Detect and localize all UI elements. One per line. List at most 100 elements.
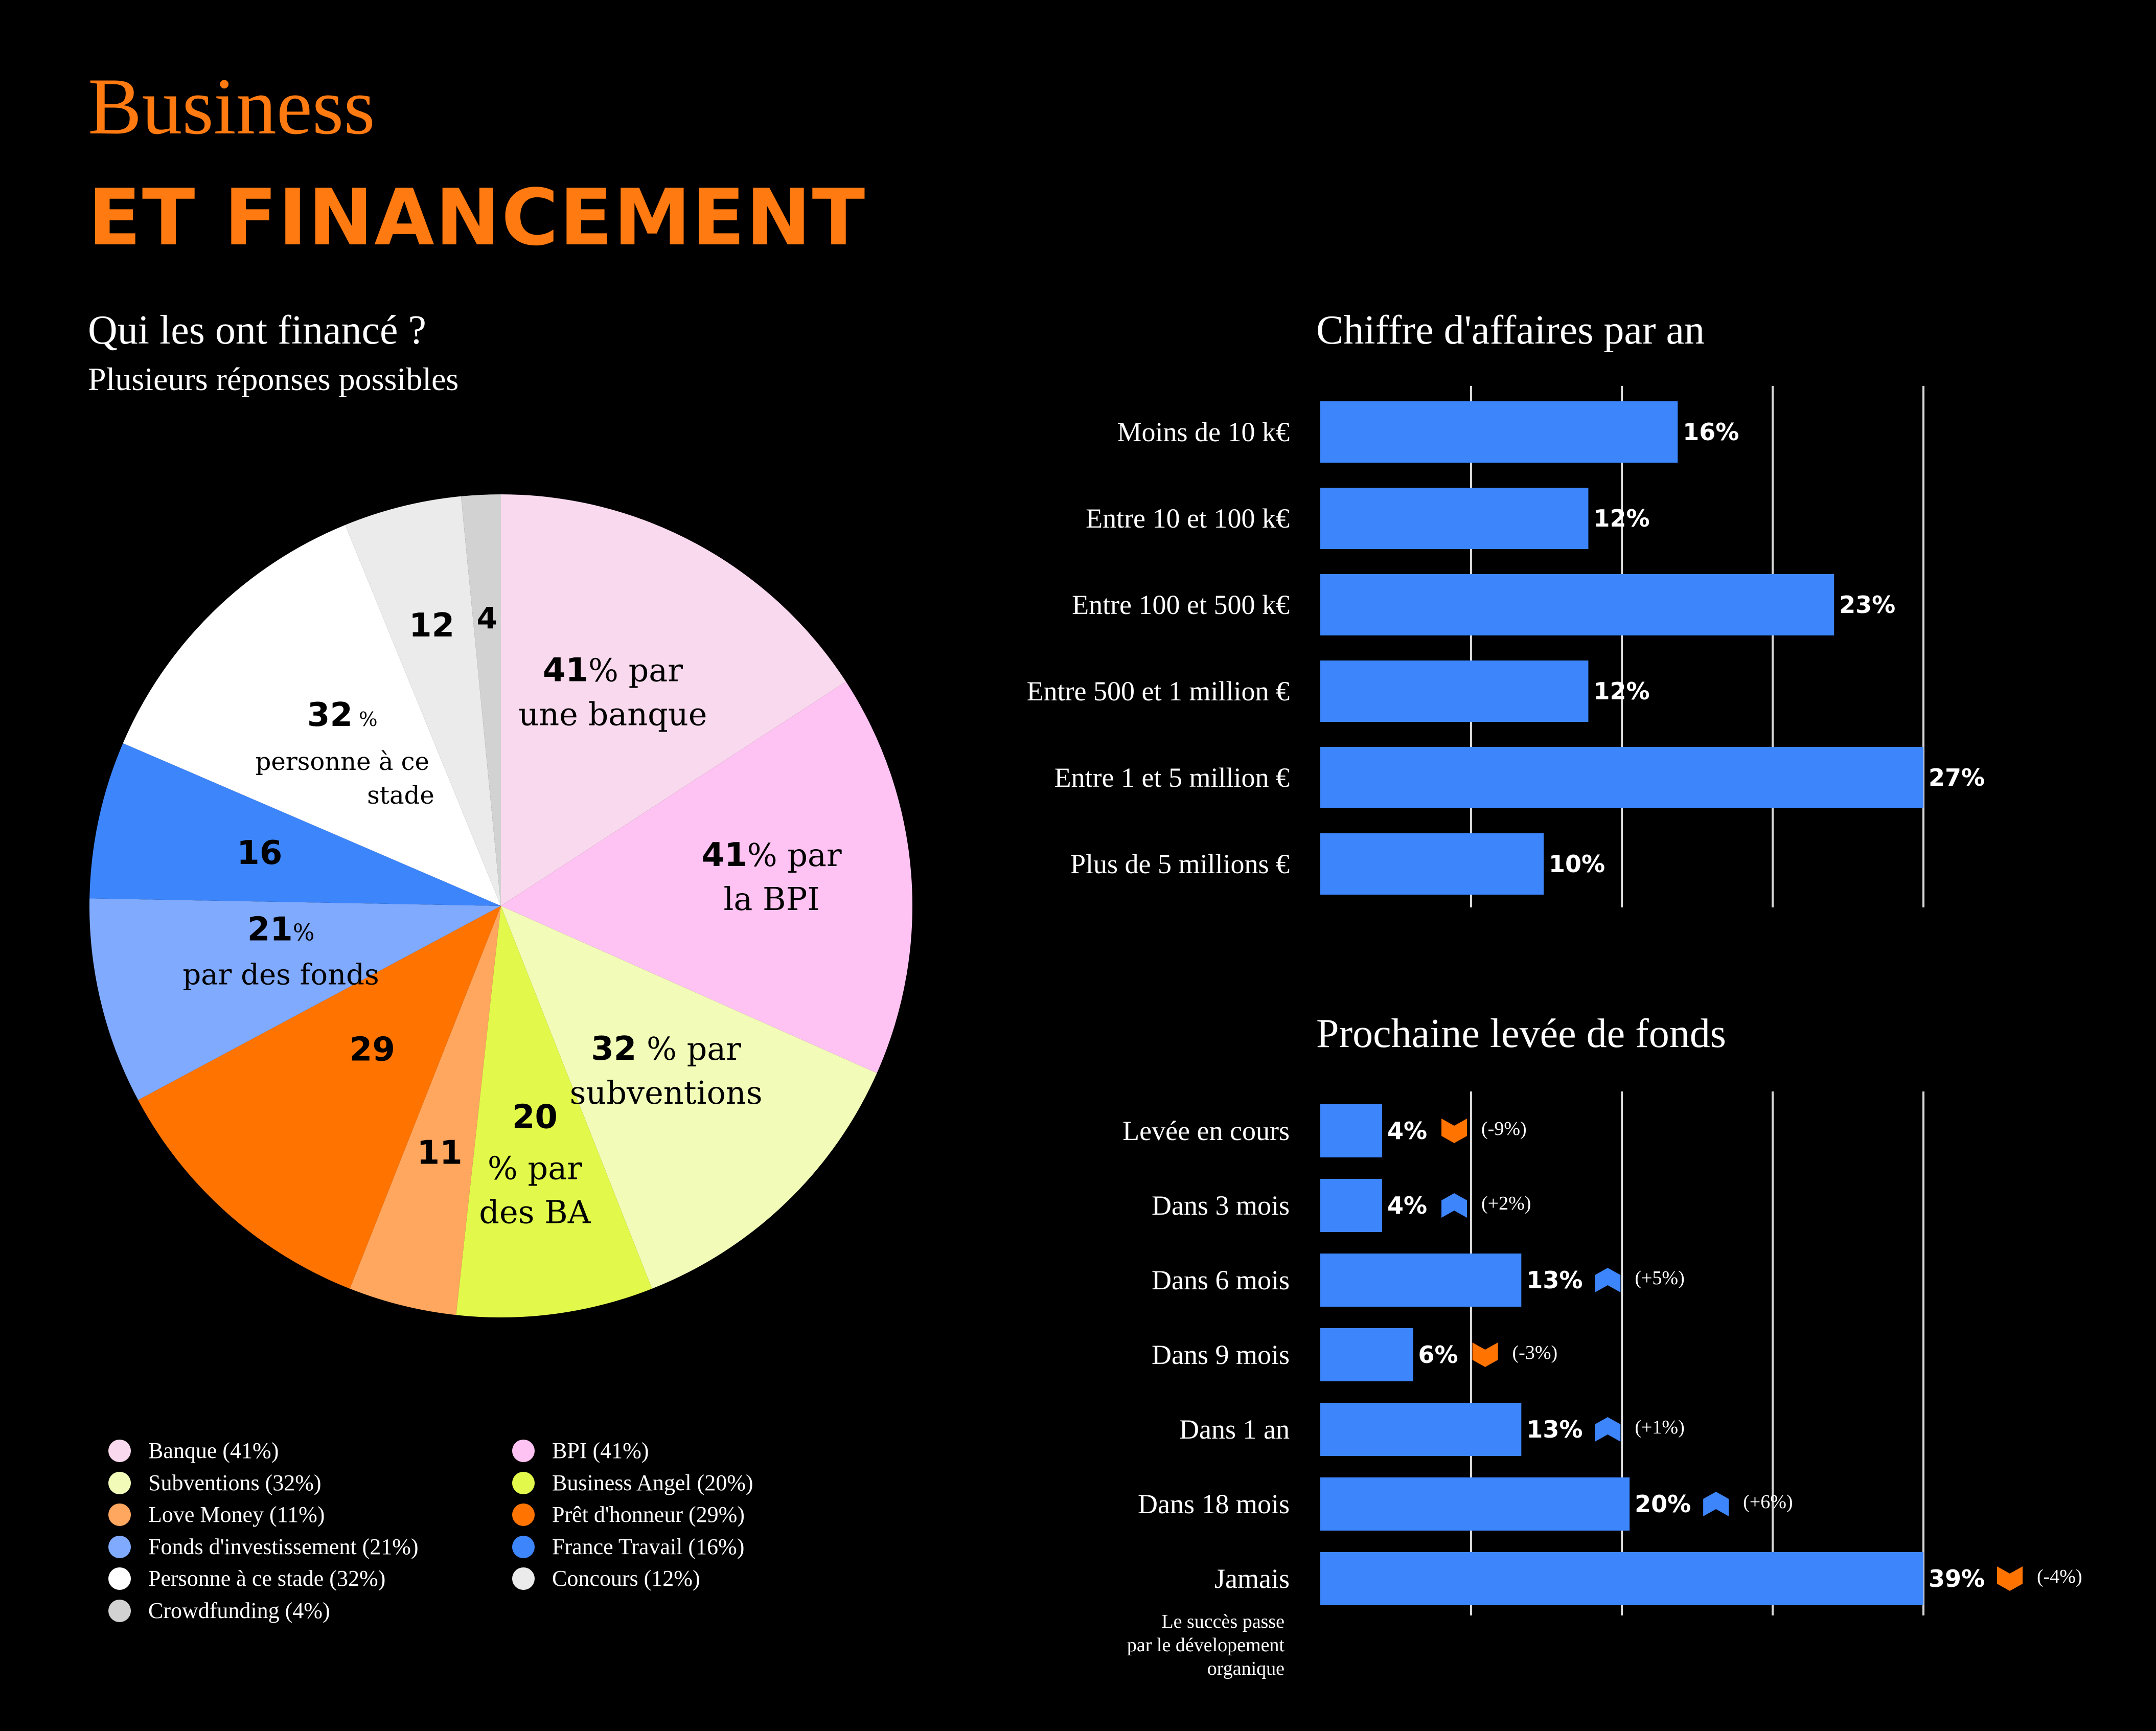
bar-value-label: 39% <box>1929 1565 1985 1592</box>
arrow-down-icon <box>1997 1566 2023 1591</box>
arrow-up-icon <box>1441 1193 1467 1218</box>
pie-slice-concours <box>345 496 501 906</box>
pie-label-2: 32 % par subventions <box>570 1030 763 1111</box>
legend-label: Subventions (32%) <box>148 1470 322 1495</box>
pie-label-6: 21% par des fonds <box>182 911 379 992</box>
change-label: (-4%) <box>2037 1566 2082 1587</box>
category-label: Dans 18 mois <box>1138 1489 1290 1519</box>
pie-slice-text: stade <box>367 781 434 810</box>
change-label: (+5%) <box>1635 1267 1684 1289</box>
bar <box>1320 1104 1383 1157</box>
pie-slice-personne-ce-stade <box>123 525 501 906</box>
pie-slice-bpi <box>501 681 913 1074</box>
category-label: Jamais <box>1214 1563 1290 1594</box>
change-label: (-3%) <box>1512 1342 1558 1363</box>
arrow-up-icon <box>1595 1268 1621 1292</box>
pie-slice-subventions <box>501 906 877 1289</box>
pie-slice-text: par des fonds <box>182 959 379 992</box>
pie-slice-text: des BA <box>479 1194 591 1231</box>
legend-label: Business Angel (20%) <box>552 1470 753 1495</box>
legend-label: Love Money (11%) <box>148 1502 325 1527</box>
pie-label-4: 11 <box>417 1134 463 1172</box>
bar <box>1320 1328 1413 1381</box>
legend-swatch <box>108 1599 131 1622</box>
pie-label-3: 20 % par des BA <box>479 1099 591 1231</box>
footnote-line: par le dévelopement <box>1127 1634 1285 1656</box>
pie-slice-value: 11 <box>417 1134 463 1172</box>
pie-slice-text: une banque <box>518 696 707 733</box>
bar <box>1320 833 1544 895</box>
pie-slice-banque <box>501 494 846 906</box>
pie-slice-text: subventions <box>570 1074 763 1111</box>
title-et-financement: ET FINANCEMENT <box>88 172 866 263</box>
category-label: Moins de 10 k€ <box>1117 417 1290 447</box>
pie-slice-value: 32 % par <box>591 1030 741 1068</box>
pie-slice-value: 41% par <box>702 836 842 874</box>
bar <box>1320 660 1589 722</box>
legend-label: Personne à ce stade (32%) <box>148 1566 386 1591</box>
bar <box>1320 747 1923 808</box>
legend-swatch <box>108 1440 131 1462</box>
bar <box>1320 574 1834 635</box>
bar-value-label: 12% <box>1593 677 1649 705</box>
arrow-up-icon <box>1703 1492 1729 1516</box>
pie-slice-fonds-d-investissement <box>89 898 501 1100</box>
pie-slice-value: 32 % <box>307 696 378 734</box>
bar-value-label: 23% <box>1839 591 1895 619</box>
pie-slice-value: 16 <box>237 834 282 872</box>
category-label: Dans 9 mois <box>1152 1339 1290 1370</box>
bar <box>1320 401 1678 463</box>
legend-label: Prêt d'honneur (29%) <box>552 1502 745 1527</box>
bar-value-label: 13% <box>1526 1266 1582 1294</box>
change-label: (-9%) <box>1481 1118 1527 1140</box>
arrow-up-icon <box>1595 1417 1621 1442</box>
legend-swatch <box>108 1471 131 1494</box>
legend-swatch <box>108 1567 131 1590</box>
pie-slice-crowdfunding <box>461 494 501 906</box>
pie-label-0: 41% par une banque <box>518 652 707 733</box>
bar-value-label: 20% <box>1635 1490 1691 1518</box>
pie-title: Qui les ont financé ? <box>88 308 426 353</box>
legend-label: Banque (41%) <box>148 1438 279 1463</box>
legend-swatch <box>512 1535 535 1558</box>
category-label: Entre 100 et 500 k€ <box>1072 589 1290 620</box>
bar-value-label: 12% <box>1593 505 1649 532</box>
bar-value-label: 6% <box>1418 1341 1458 1369</box>
pie-slice-value: 12 <box>409 607 454 645</box>
legend-swatch <box>108 1535 131 1558</box>
pie-slice-pr-t-d-honneur <box>138 906 501 1289</box>
change-label: (+6%) <box>1743 1491 1793 1513</box>
fundraise-bar-chart: Levée en cours 4% (-9%) Dans 3 mois 4% (+2%) D… <box>1122 1091 2082 1679</box>
arrow-down-icon <box>1472 1342 1498 1367</box>
fundraise-title: Prochaine levée de fonds <box>1316 1011 1726 1056</box>
legend-label: Crowdfunding (4%) <box>148 1598 330 1623</box>
legend-label: France Travail (16%) <box>552 1534 745 1559</box>
revenue-bar-chart: Moins de 10 k€ 16% Entre 10 et 100 k€ 12% En… <box>1027 386 1985 907</box>
bar-value-label: 16% <box>1683 418 1739 446</box>
pie-slice-business-angel <box>456 906 652 1318</box>
footnote-line: Le succès passe <box>1161 1611 1285 1632</box>
bar-value-label: 10% <box>1549 850 1605 878</box>
pie-label-9: 12 <box>409 607 454 645</box>
category-label: Entre 10 et 100 k€ <box>1086 503 1290 534</box>
category-label: Levée en cours <box>1122 1115 1290 1146</box>
bar <box>1320 488 1589 549</box>
legend-swatch <box>512 1440 535 1462</box>
pie-label-7: 16 <box>237 834 282 872</box>
pie-slice-france-travail <box>89 743 501 906</box>
pie-slice-value: 20 <box>512 1099 558 1136</box>
category-label: Dans 3 mois <box>1152 1190 1290 1221</box>
category-label: Entre 1 et 5 million € <box>1054 762 1290 793</box>
category-label: Dans 1 an <box>1179 1414 1290 1445</box>
category-label: Entre 500 et 1 million € <box>1027 676 1290 707</box>
pie-label-5: 29 <box>350 1031 395 1068</box>
legend-swatch <box>512 1504 535 1526</box>
legend-label: BPI (41%) <box>552 1438 649 1463</box>
pie-slice-love-money <box>350 906 501 1315</box>
bar-value-label: 4% <box>1387 1117 1427 1145</box>
arrow-down-icon <box>1441 1119 1467 1143</box>
pie-subtitle: Plusieurs réponses possibles <box>88 361 459 397</box>
pie-label-1: 41% par la BPI <box>702 836 842 918</box>
category-label: Dans 6 mois <box>1152 1265 1290 1295</box>
bar <box>1320 1179 1383 1232</box>
